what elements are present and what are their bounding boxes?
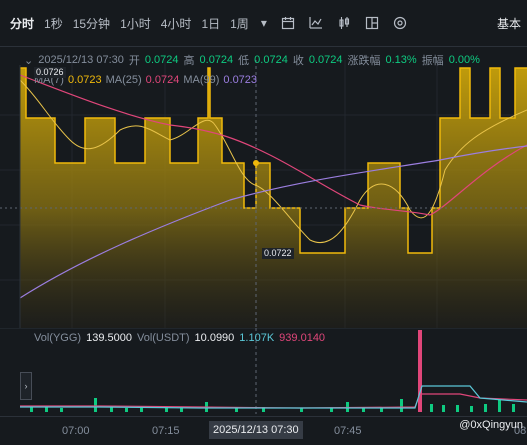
vol-ma-b-value: 939.0140 xyxy=(279,332,326,344)
watermark: @0xQingyun xyxy=(459,419,523,431)
ohlc-date: 2025/12/13 07:30 xyxy=(38,54,124,66)
layout-icon[interactable] xyxy=(365,16,379,30)
vol-ma-a-value: 1.107K xyxy=(239,332,275,344)
open-value: 0.0724 xyxy=(144,54,179,66)
collapse-icon[interactable]: ⌄ xyxy=(24,54,34,67)
amplitude-label: 振幅 xyxy=(421,55,444,67)
open-label: 开 xyxy=(128,55,140,67)
timeframe-tick[interactable]: 分时 xyxy=(10,16,35,31)
timeframe-1w[interactable]: 1周 xyxy=(230,16,249,31)
x-tick-0745: 07:45 xyxy=(334,425,362,437)
ma25-value: 0.0724 xyxy=(145,74,180,86)
ohlc-info: ⌄ 2025/12/13 07:30 开 0.0724 高 0.0724 低 0… xyxy=(0,52,527,68)
low-value: 0.0724 xyxy=(254,54,288,66)
price-line xyxy=(20,67,527,254)
volume-chart[interactable] xyxy=(0,328,527,414)
amplitude-value: 0.00% xyxy=(448,54,480,66)
ma25-label: MA(25) xyxy=(105,74,142,86)
ma7-value: 0.0723 xyxy=(67,74,102,86)
volusdt-label: Vol(USDT) xyxy=(136,332,190,344)
high-label: 高 xyxy=(183,55,195,67)
ma99-value: 0.0723 xyxy=(223,74,258,86)
high-price-tag: 0.0726 xyxy=(34,67,66,78)
panel-expand-handle[interactable]: › xyxy=(20,372,32,400)
x-tick-08: 08 xyxy=(514,425,527,437)
change-value: 0.13% xyxy=(385,54,417,66)
candles-icon[interactable] xyxy=(337,16,351,30)
volusdt-value: 10.0990 xyxy=(194,332,235,344)
calendar-icon[interactable] xyxy=(281,16,295,30)
low-label: 低 xyxy=(238,55,250,67)
volume-ma-cyan xyxy=(20,385,527,409)
x-tick-0700: 07:00 xyxy=(62,425,90,437)
ma99-line xyxy=(19,145,527,299)
chart-toolbar: 分时 1秒 15分钟 1小时 4小时 1日 1周 ▾ 基本 xyxy=(0,0,527,47)
ma-info: MA(7) 0.0723 MA(25) 0.0724 MA(99) 0.0723 xyxy=(0,72,527,88)
ma7-line xyxy=(19,79,527,243)
volume-info: Vol(YGG) 139.5000 Vol(USDT) 10.0990 1.10… xyxy=(0,330,330,346)
chevron-down-icon[interactable]: ▾ xyxy=(260,16,267,30)
timeframe-15m[interactable]: 15分钟 xyxy=(72,16,111,31)
change-label: 涨跌幅 xyxy=(347,55,381,67)
indicator-icon[interactable] xyxy=(309,16,323,30)
low-price-tag: 0.0722 xyxy=(262,248,294,259)
price-chart[interactable] xyxy=(0,60,527,328)
settings-icon[interactable] xyxy=(393,16,407,30)
close-value: 0.0724 xyxy=(308,54,343,66)
price-area xyxy=(20,68,527,328)
basic-view-button[interactable]: 基本 xyxy=(496,16,521,31)
timeframe-1h[interactable]: 1小时 xyxy=(120,16,151,31)
close-label: 收 xyxy=(292,55,304,67)
vol-value: 139.5000 xyxy=(86,332,132,344)
x-tick-0715: 07:15 xyxy=(152,425,180,437)
ma99-label: MA(99) xyxy=(183,74,220,86)
timeframe-1s[interactable]: 1秒 xyxy=(44,16,63,31)
high-value: 0.0724 xyxy=(199,54,234,66)
time-axis: 07:00 07:15 07:45 08 2025/12/13 07:30 xyxy=(0,416,527,445)
crosshair-point xyxy=(253,160,259,166)
timeframe-1d[interactable]: 1日 xyxy=(201,16,221,31)
vol-label: Vol(YGG) xyxy=(34,332,82,344)
timeframe-4h[interactable]: 4小时 xyxy=(160,16,192,31)
crosshair-time-label: 2025/12/13 07:30 xyxy=(209,421,303,439)
